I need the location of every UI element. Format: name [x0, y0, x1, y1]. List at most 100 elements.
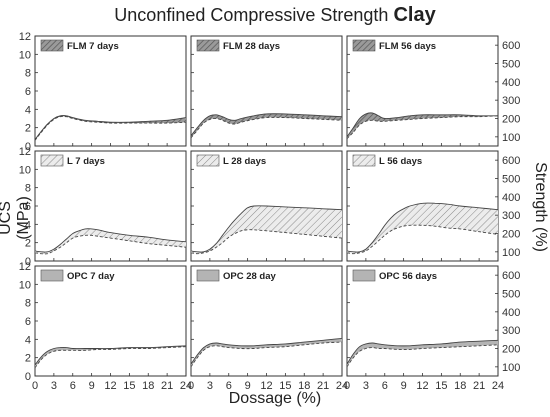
legend-swatch: [196, 39, 220, 52]
x-tick-label: 24: [180, 380, 192, 392]
lower-series-line: [190, 116, 343, 139]
x-tick-label: 9: [89, 380, 95, 392]
y-tick-label-right: 600: [502, 40, 520, 52]
y-tick-label-right: 200: [502, 344, 520, 356]
x-axis-label: Dossage (%): [228, 390, 322, 407]
y-tick-label-right: 100: [502, 362, 520, 374]
data-band: [347, 112, 498, 139]
x-tick-label: 18: [142, 380, 154, 392]
y-tick-label-left: 10: [19, 164, 31, 176]
upper-series-line: [190, 205, 343, 253]
x-tick-label: 0: [344, 380, 350, 392]
legend-swatch: [40, 39, 64, 52]
x-tick-label: 6: [70, 380, 76, 392]
y-tick-label-right: 600: [502, 270, 520, 282]
data-band: [35, 228, 186, 254]
y-axis-label-right: Strength (%): [532, 162, 549, 252]
y-tick-label-right: 200: [502, 229, 520, 241]
x-tick-label: 12: [416, 380, 428, 392]
y-tick-label-left: 6: [25, 316, 31, 328]
x-tick-label: 12: [104, 380, 116, 392]
y-tick-label-left: 4: [25, 334, 31, 346]
x-tick-label: 21: [473, 380, 485, 392]
y-tick-label-left: 0: [25, 371, 31, 383]
legend-swatch: [196, 269, 220, 282]
data-band: [347, 340, 498, 367]
y-tick-label-left: 0: [25, 141, 31, 153]
legend-label: L 28 days: [223, 156, 266, 167]
y-tick-label-left: 2: [25, 353, 31, 365]
x-tick-label: 6: [382, 380, 388, 392]
legend-swatch: [40, 154, 64, 167]
lower-series-line: [34, 234, 187, 255]
upper-series-line: [346, 339, 499, 365]
legend-label: OPC 56 days: [379, 271, 437, 282]
y-tick-label-left: 12: [19, 31, 31, 43]
panel-5: L 28 days: [190, 150, 343, 262]
lower-series-line: [346, 344, 499, 368]
panel-frame: [190, 35, 343, 147]
x-tick-label: 18: [298, 380, 310, 392]
y-tick-label-left: 6: [25, 86, 31, 98]
y-tick-label-right: 400: [502, 77, 520, 89]
x-tick-label: 9: [401, 380, 407, 392]
legend-swatch: [40, 269, 64, 282]
lower-series-line: [190, 341, 343, 368]
panel-frame: [346, 265, 499, 377]
legend-swatch: [352, 269, 376, 282]
panel-8: 0 3 6 9 12 15 18 21 24 OPC 28 day: [188, 265, 348, 392]
y-tick-label-right: 300: [502, 210, 520, 222]
y-tick-label-left: 10: [19, 279, 31, 291]
panel-3: 100 200 300 400 500 600 FLM 56 days: [346, 35, 520, 147]
legend-label: FLM 28 days: [223, 41, 280, 52]
y-tick-label-left: 0: [25, 256, 31, 268]
y-tick-label-left: 8: [25, 298, 31, 310]
y-tick-label-right: 600: [502, 155, 520, 167]
y-tick-label-right: 200: [502, 114, 520, 126]
panel-1: 0 2 4 6 8 10 12 FLM 7 days: [19, 31, 187, 153]
panel-frame: [34, 265, 187, 377]
y-tick-label-right: 300: [502, 95, 520, 107]
panel-frame: [190, 265, 343, 377]
x-tick-label: 21: [161, 380, 173, 392]
legend-swatch: [352, 154, 376, 167]
x-tick-label: 9: [245, 380, 251, 392]
y-tick-label-left: 12: [19, 146, 31, 158]
data-band: [347, 203, 498, 254]
y-tick-label-left: 8: [25, 68, 31, 80]
upper-series-line: [346, 112, 499, 138]
x-tick-label: 15: [279, 380, 291, 392]
legend-label: FLM 56 days: [379, 41, 436, 52]
legend-swatch: [352, 39, 376, 52]
y-tick-label-left: 6: [25, 201, 31, 213]
lower-series-line: [346, 115, 499, 140]
x-tick-label: 3: [207, 380, 213, 392]
x-tick-label: 0: [32, 380, 38, 392]
upper-series-line: [34, 115, 187, 140]
x-tick-label: 21: [317, 380, 329, 392]
figure-title-bold: Clay: [393, 4, 436, 26]
lower-series-line: [346, 224, 499, 255]
panel-2: FLM 28 days: [190, 35, 343, 147]
x-tick-label: 15: [123, 380, 135, 392]
upper-series-line: [34, 228, 187, 253]
y-tick-label-left: 12: [19, 261, 31, 273]
y-tick-label-right: 500: [502, 174, 520, 186]
upper-series-line: [346, 202, 499, 253]
panel-9: 100 200 300 400 500 600 0 3 6 9 12 15 18 21 24 OPC 56 d…: [344, 265, 520, 392]
lower-series-line: [190, 229, 343, 255]
figure-title: Unconfined Compressive Strength Clay: [0, 4, 550, 27]
upper-series-line: [190, 113, 343, 137]
lower-series-line: [34, 115, 187, 141]
legend-label: L 56 days: [379, 156, 422, 167]
y-tick-label-right: 400: [502, 192, 520, 204]
y-tick-label-right: 500: [502, 289, 520, 301]
legend-label: OPC 28 day: [223, 271, 277, 282]
x-tick-label: 18: [454, 380, 466, 392]
y-tick-label-right: 100: [502, 132, 520, 144]
x-tick-label: 6: [226, 380, 232, 392]
y-axis-label-left: UCS (MPa): [0, 196, 32, 240]
